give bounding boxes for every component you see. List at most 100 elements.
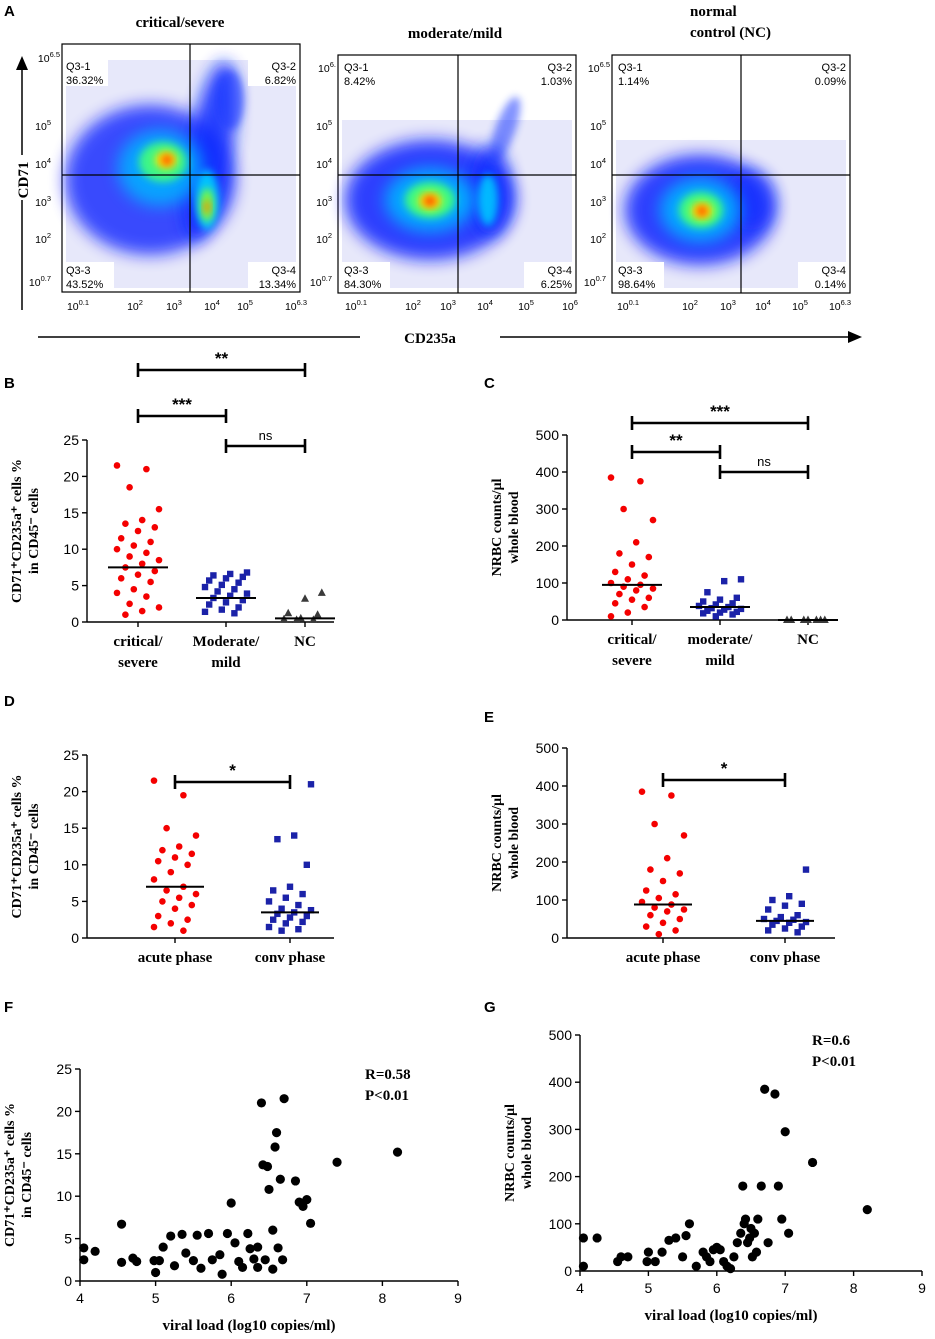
svg-text:104: 104: [755, 298, 771, 313]
y-tick-label: 0: [551, 930, 559, 946]
data-point: [169, 1261, 180, 1271]
panel-letter-g: G: [484, 999, 496, 1016]
data-point: [578, 1233, 589, 1243]
data-point: [708, 604, 715, 612]
data-point: [201, 608, 209, 616]
y-axis-title: CD71⁺CD235a⁺ cells %: [10, 459, 25, 603]
flow-y-ticks: 100.7 102 103 104 105 106.5: [29, 50, 60, 289]
data-point: [632, 587, 640, 594]
data-point: [332, 1157, 342, 1167]
data-point: [763, 1238, 773, 1248]
svg-text:104: 104: [477, 298, 493, 313]
cd71-axis-label: CD71: [16, 162, 32, 199]
svg-text:106.: 106.: [318, 60, 336, 75]
data-point: [273, 1243, 283, 1253]
x-tick-label: 8: [379, 1290, 387, 1306]
q1-label: Q3-1: [66, 61, 90, 73]
data-point: [623, 1252, 633, 1262]
x-tick-label: critical/: [607, 632, 657, 648]
y-tick-label: 300: [536, 501, 560, 517]
q4-label: Q3-4: [548, 265, 572, 277]
data-point: [650, 1256, 660, 1267]
data-point: [721, 577, 728, 585]
data-point: [712, 613, 719, 620]
y-tick-label: 20: [63, 468, 79, 484]
significance-label: ns: [259, 428, 273, 443]
data-point: [678, 1252, 688, 1262]
data-point: [592, 1233, 602, 1243]
data-point: [691, 1261, 701, 1271]
data-point: [117, 534, 125, 542]
data-point: [798, 900, 805, 907]
data-point: [286, 914, 294, 921]
data-point: [243, 590, 251, 597]
data-point: [227, 570, 234, 578]
y-tick-label: 5: [64, 1231, 72, 1247]
y-tick-label: 200: [536, 538, 560, 554]
data-point: [151, 524, 159, 531]
q4-label: Q3-4: [272, 265, 296, 277]
flow-title-nc-line1: normal: [690, 4, 737, 20]
y-tick-label: 400: [536, 778, 560, 794]
data-point: [268, 1225, 278, 1235]
data-point: [130, 542, 138, 549]
x-tick-label: 6: [227, 1290, 235, 1306]
data-point: [270, 887, 277, 894]
q2-percent: 6.82%: [265, 75, 296, 87]
data-point: [154, 912, 162, 920]
data-point: [217, 1269, 227, 1279]
data-point: [786, 919, 793, 926]
svg-text:102: 102: [127, 298, 143, 313]
flow-plot-moderate: moderate/mild Q3-1 8.42% Q3-2 1.03% Q3-3…: [310, 26, 578, 313]
y-tick-label: 400: [549, 1074, 573, 1090]
data-point: [753, 1214, 763, 1224]
data-point: [659, 877, 667, 885]
x-axis-title: viral load (log10 copies/ml): [645, 1308, 818, 1324]
data-point: [116, 1219, 127, 1229]
data-point: [286, 883, 294, 890]
y-tick-label: 500: [536, 427, 560, 443]
svg-text:106.5: 106.5: [588, 60, 610, 75]
data-point: [620, 505, 627, 513]
data-point: [643, 1247, 654, 1257]
data-point: [192, 832, 200, 839]
y-axis-title: whole blood: [507, 807, 522, 879]
significance-label: **: [669, 431, 683, 450]
data-point: [184, 916, 191, 923]
cd235a-axis-label: CD235a: [404, 331, 456, 347]
x-tick-label: NC: [797, 632, 819, 648]
data-point: [278, 905, 285, 912]
data-point: [301, 594, 309, 602]
data-point: [740, 1214, 751, 1224]
y-axis-title: NRBC counts/μl: [490, 794, 505, 892]
svg-text:106.5: 106.5: [38, 50, 60, 65]
y-tick-label: 10: [56, 1188, 72, 1204]
data-point: [295, 926, 302, 933]
significance-label: ***: [172, 395, 192, 414]
data-point: [676, 870, 684, 877]
significance-label: ns: [757, 454, 771, 469]
data-point: [134, 571, 142, 578]
x-tick-label: 9: [454, 1290, 462, 1306]
data-point: [647, 866, 654, 873]
data-point: [274, 910, 281, 918]
panel-letter-d: D: [4, 693, 15, 710]
data-point: [715, 1245, 725, 1255]
data-point: [716, 596, 724, 603]
data-point: [607, 613, 615, 620]
data-point: [171, 854, 179, 861]
data-point: [647, 911, 654, 919]
y-tick-label: 5: [71, 578, 79, 594]
svg-text:105: 105: [316, 118, 332, 133]
y-tick-label: 25: [63, 747, 79, 763]
svg-text:102: 102: [405, 298, 421, 313]
y-tick-label: 10: [63, 541, 79, 557]
q2-label: Q3-2: [548, 62, 572, 74]
x-tick-label: moderate/: [688, 632, 754, 648]
data-point: [222, 575, 230, 582]
data-point: [616, 1252, 626, 1262]
x-axis-title: viral load (log10 copies/ml): [163, 1318, 336, 1334]
x-tick-label: NC: [294, 634, 316, 650]
y-tick-label: 5: [71, 893, 79, 909]
